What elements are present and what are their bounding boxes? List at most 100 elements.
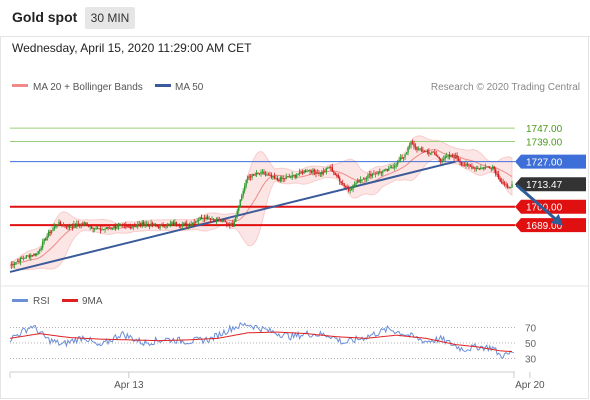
candle-body bbox=[411, 142, 414, 144]
candle-body bbox=[217, 218, 219, 221]
candle-body bbox=[162, 224, 164, 227]
candle-body bbox=[417, 149, 420, 150]
candle-body bbox=[166, 224, 169, 227]
candle-body bbox=[499, 178, 501, 182]
candle-body bbox=[67, 225, 69, 228]
candle-body bbox=[55, 225, 57, 227]
candle-body bbox=[241, 195, 243, 200]
candle-body bbox=[230, 223, 233, 226]
candle-body bbox=[122, 225, 124, 226]
candle-body bbox=[497, 174, 500, 179]
candle-body bbox=[243, 185, 246, 192]
candle-body bbox=[16, 261, 19, 263]
candle-body bbox=[440, 158, 442, 162]
candle-body bbox=[399, 157, 402, 161]
candle-body bbox=[475, 167, 478, 169]
candle-body bbox=[46, 236, 48, 240]
rsi-ma-legend-label: 9MA bbox=[82, 296, 103, 307]
candle-body bbox=[391, 167, 393, 169]
candle-body bbox=[177, 225, 179, 226]
level-label-1713.47: 1713.47 bbox=[526, 180, 563, 191]
candle-body bbox=[108, 228, 111, 229]
candle-body bbox=[258, 173, 261, 175]
candle-body bbox=[322, 171, 325, 175]
candle-body bbox=[184, 223, 186, 225]
ma50-line bbox=[9, 160, 456, 273]
candle-body bbox=[432, 151, 435, 153]
candle-body bbox=[282, 178, 284, 179]
candle-body bbox=[71, 227, 74, 228]
candle-body bbox=[205, 216, 207, 219]
candle-body bbox=[465, 163, 467, 166]
level-label-1689.00: 1689.00 bbox=[526, 221, 563, 232]
candle-body bbox=[339, 178, 341, 182]
candle-body bbox=[276, 178, 279, 181]
candle-body bbox=[229, 224, 231, 226]
level-label-1739.00: 1739.00 bbox=[526, 137, 563, 148]
candle-body bbox=[251, 174, 253, 178]
candle-body bbox=[125, 225, 127, 227]
candle-body bbox=[483, 167, 485, 169]
candle-body bbox=[111, 228, 114, 229]
candle-body bbox=[386, 168, 388, 171]
chart-frame bbox=[0, 37, 589, 399]
candle-body bbox=[202, 217, 204, 219]
candle-body bbox=[292, 175, 295, 176]
candle-body bbox=[141, 222, 143, 225]
candle-body bbox=[92, 228, 94, 230]
candle-body bbox=[76, 223, 78, 227]
candle-body bbox=[52, 228, 54, 231]
candle-body bbox=[437, 155, 439, 157]
candle-body bbox=[337, 175, 339, 179]
candle-body bbox=[347, 188, 350, 191]
candle-body bbox=[287, 176, 289, 178]
candle-body bbox=[459, 160, 461, 163]
level-tag-1727.00 bbox=[515, 154, 586, 169]
candle-body bbox=[344, 185, 347, 188]
candle-body bbox=[30, 255, 32, 258]
candle-body bbox=[393, 165, 396, 168]
candle-body bbox=[304, 170, 307, 172]
candle-body bbox=[489, 167, 491, 169]
candle-body bbox=[444, 156, 446, 160]
candle-body bbox=[246, 176, 249, 180]
candle-body bbox=[34, 253, 36, 256]
candle-body bbox=[284, 178, 286, 179]
candle-body bbox=[24, 257, 26, 259]
candle-body bbox=[134, 226, 136, 228]
timeframe-button[interactable]: 30 MIN bbox=[85, 7, 135, 29]
candle-body bbox=[110, 228, 112, 229]
candle-body bbox=[492, 166, 494, 169]
candle-body bbox=[180, 225, 182, 227]
candle-body bbox=[266, 174, 268, 176]
candle-body bbox=[278, 180, 280, 182]
candle-body bbox=[137, 224, 139, 226]
candle-body bbox=[22, 258, 25, 259]
candle-body bbox=[107, 227, 109, 229]
candle-body bbox=[340, 181, 342, 183]
candle-body bbox=[447, 154, 449, 157]
candle-body bbox=[239, 199, 241, 207]
candle-body bbox=[102, 229, 105, 230]
candle-body bbox=[374, 173, 377, 175]
chart-datetime: Wednesday, April 15, 2020 11:29:00 AM CE… bbox=[12, 41, 252, 55]
candle-body bbox=[113, 225, 115, 229]
candle-body bbox=[224, 221, 227, 223]
candle-body bbox=[438, 156, 440, 159]
candle-body bbox=[429, 152, 432, 154]
candle-body bbox=[238, 206, 240, 211]
candle-body bbox=[306, 171, 308, 172]
rsi-tick-50: 50 bbox=[525, 339, 537, 350]
candle-body bbox=[190, 224, 192, 226]
candle-body bbox=[279, 177, 282, 182]
candle-body bbox=[376, 173, 378, 175]
candle-body bbox=[62, 224, 65, 226]
candle-body bbox=[486, 166, 488, 168]
candle-body bbox=[223, 220, 225, 222]
candle-body bbox=[496, 173, 498, 175]
candle-body bbox=[169, 223, 172, 225]
candle-body bbox=[27, 255, 29, 257]
candle-body bbox=[98, 228, 100, 230]
candle-body bbox=[342, 182, 344, 184]
candle-body bbox=[481, 167, 484, 169]
